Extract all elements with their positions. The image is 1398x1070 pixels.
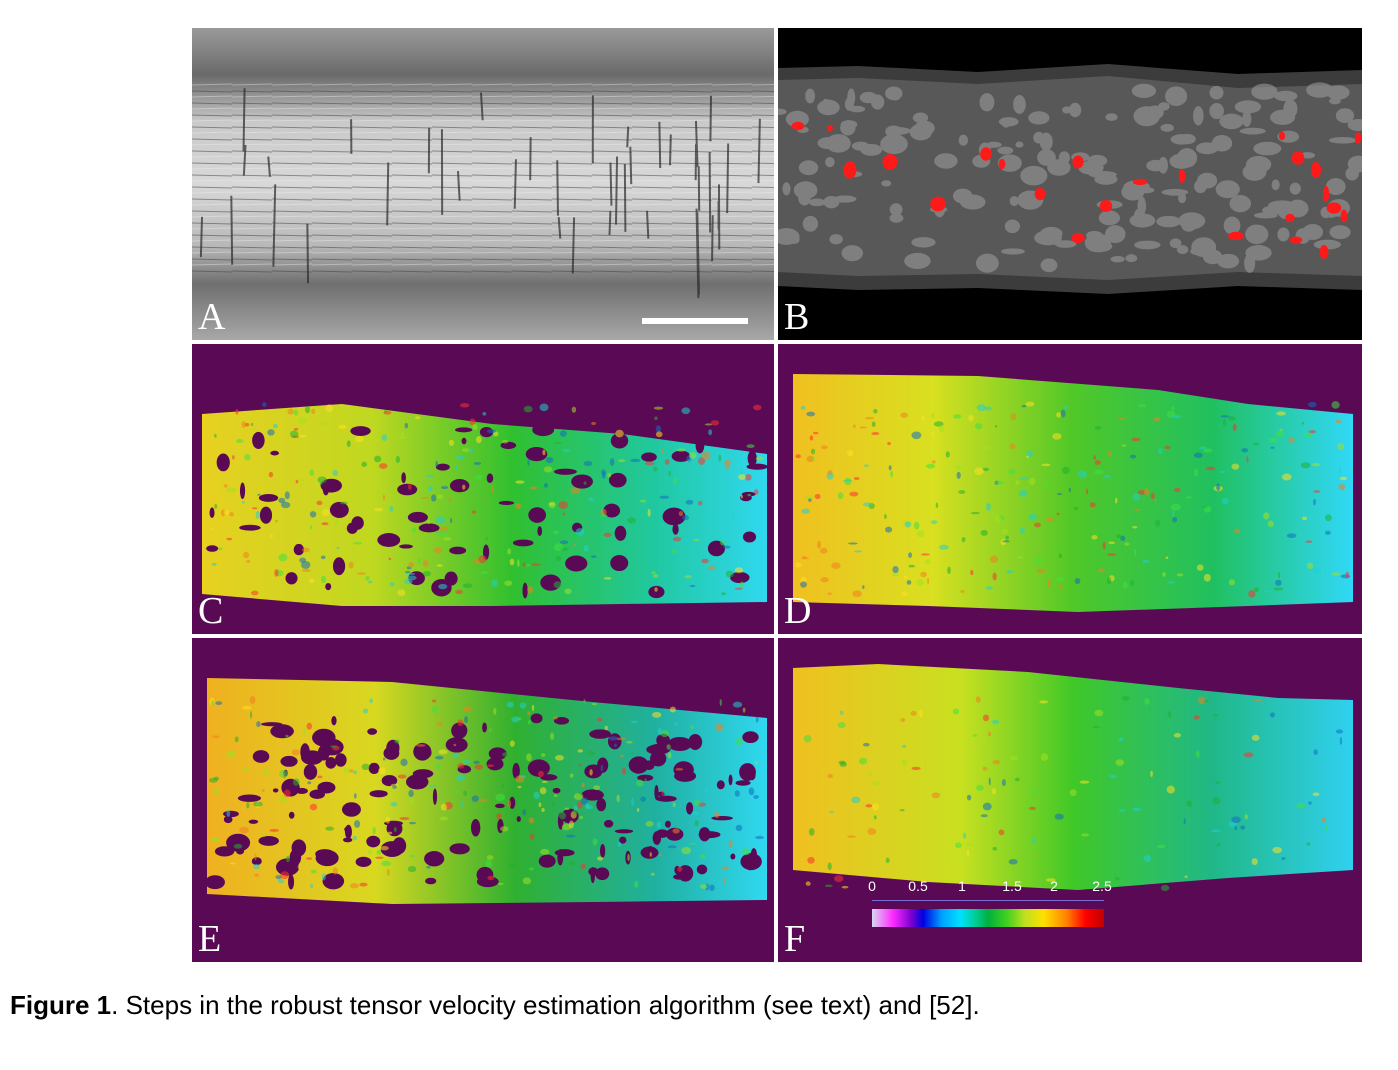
panel-f-letter: F [784, 918, 806, 960]
panel-d: D [778, 344, 1362, 634]
panel-e: E [192, 638, 774, 962]
panel-a: A [192, 28, 774, 340]
panel-b-letter: B [784, 296, 810, 338]
colorbar-axis [872, 900, 1104, 901]
panel-e-image [205, 678, 767, 904]
caption-label: Figure 1 [10, 990, 112, 1020]
figure: A B C [192, 28, 1362, 962]
colorbar-tick: 2.5 [1092, 878, 1112, 894]
panel-f: 0 0.5 1 1.5 2 2.5 F [778, 638, 1362, 962]
panel-d-image [793, 374, 1353, 612]
panel-d-letter: D [784, 590, 812, 632]
panel-a-image [192, 28, 774, 340]
colorbar-ticks: 0 0.5 1 1.5 2 2.5 [868, 878, 1118, 896]
scale-bar [642, 318, 748, 324]
panel-b-image [778, 64, 1362, 294]
panel-a-letter: A [198, 296, 226, 338]
panel-c-image [202, 402, 768, 606]
colorbar-tick: 0 [868, 878, 876, 894]
colorbar-tick: 2 [1050, 878, 1058, 894]
caption-text: . Steps in the robust tensor velocity es… [111, 990, 980, 1020]
panel-f-image [793, 664, 1353, 892]
colorbar-tick: 0.5 [908, 878, 928, 894]
panel-c-letter: C [198, 590, 224, 632]
colorbar-tick: 1 [958, 878, 966, 894]
panel-c: C [192, 344, 774, 634]
figure-caption: Figure 1. Steps in the robust tensor vel… [10, 990, 1390, 1021]
panel-b: B [778, 28, 1362, 340]
colorbar: 0 0.5 1 1.5 2 2.5 [868, 878, 1118, 938]
panel-e-letter: E [198, 918, 222, 960]
colorbar-gradient [872, 909, 1104, 927]
colorbar-tick: 1.5 [1002, 878, 1022, 894]
